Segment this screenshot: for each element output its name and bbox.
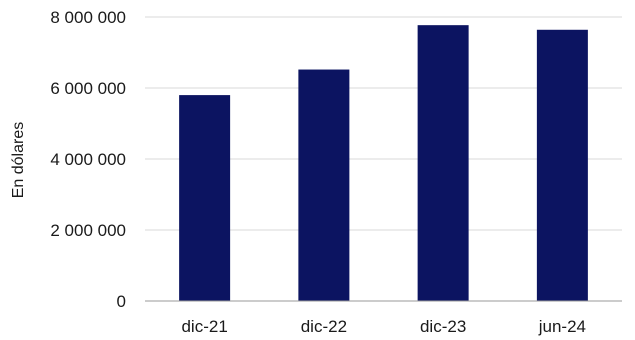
y-tick-label: 2 000 000: [50, 221, 126, 240]
x-tick-label: jun-24: [538, 317, 586, 336]
y-tick-label: 4 000 000: [50, 150, 126, 169]
x-tick-label: dic-22: [301, 317, 347, 336]
y-tick-label: 6 000 000: [50, 79, 126, 98]
y-tick-labels: 0 2 000 000 4 000 000 6 000 000 8 000 000: [50, 8, 126, 311]
bar-jun-24: [536, 29, 588, 302]
bar-dic-22: [298, 69, 350, 301]
bar-dic-21: [179, 95, 231, 301]
x-tick-label: dic-23: [420, 317, 466, 336]
x-tick-label: dic-21: [181, 317, 227, 336]
bar-dic-23: [417, 25, 469, 301]
bars: [179, 25, 588, 302]
y-tick-label: 0: [117, 292, 126, 311]
y-tick-label: 8 000 000: [50, 8, 126, 27]
y-axis-title: En dólares: [10, 122, 27, 199]
x-tick-labels: dic-21 dic-22 dic-23 jun-24: [181, 317, 586, 336]
